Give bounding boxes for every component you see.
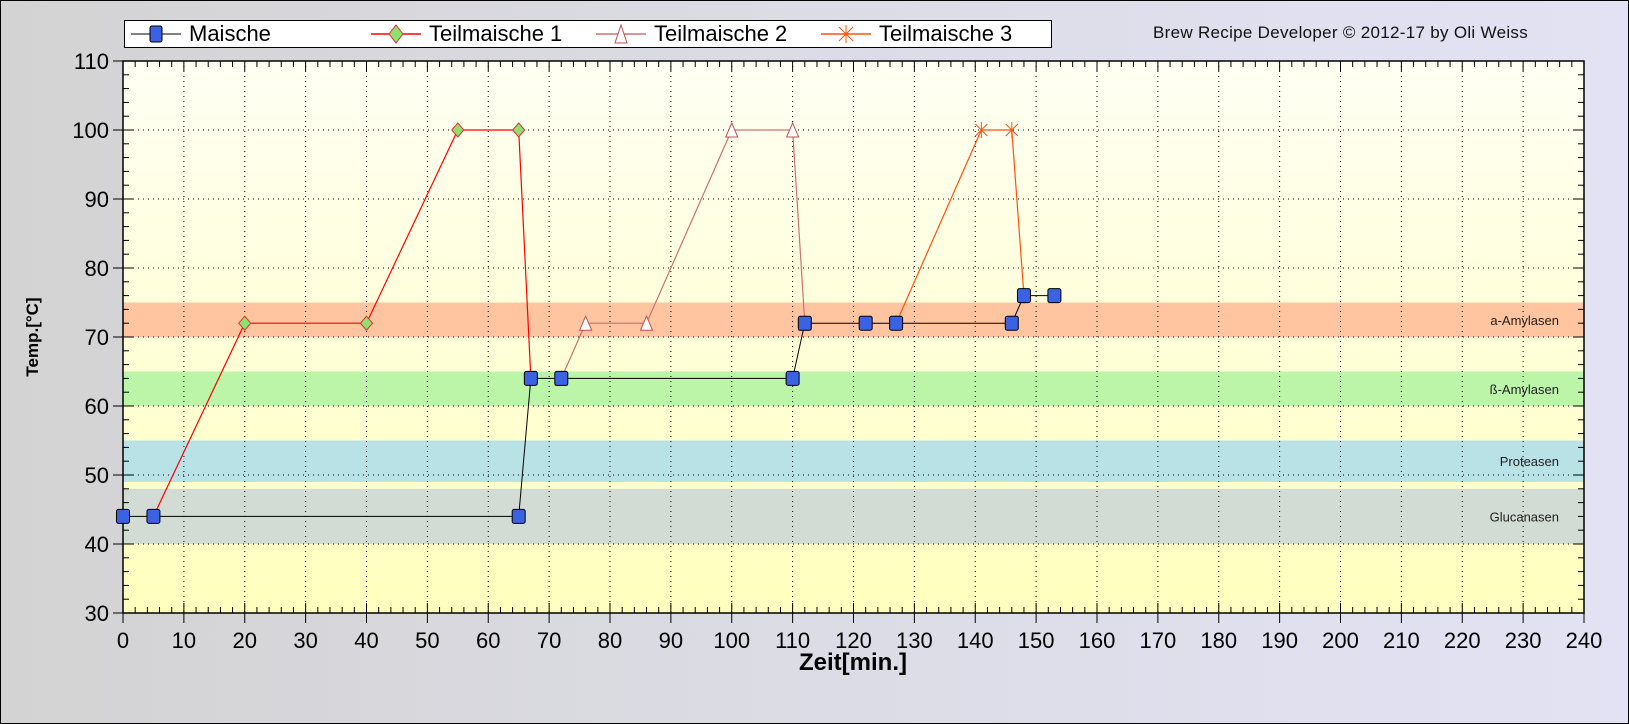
data-point-teilmaische-1 bbox=[512, 122, 526, 138]
square-marker-icon bbox=[131, 25, 181, 43]
band-label: Proteasen bbox=[1500, 454, 1559, 469]
data-point-maische bbox=[1004, 315, 1019, 331]
asterisk-marker-icon bbox=[821, 25, 871, 43]
x-tick-label: 80 bbox=[598, 628, 622, 653]
legend-item-maische: Maische bbox=[125, 21, 365, 47]
x-tick-label: 100 bbox=[713, 628, 750, 653]
legend-label: Teilmaische 1 bbox=[429, 21, 563, 46]
x-tick-label: 50 bbox=[415, 628, 439, 653]
data-point-maische bbox=[1016, 288, 1031, 304]
x-tick-label: 140 bbox=[957, 628, 994, 653]
data-point-maische bbox=[797, 315, 812, 331]
y-tick-label: 100 bbox=[72, 118, 109, 143]
legend-item-teilmaische-2: Teilmaische 2 bbox=[590, 21, 815, 47]
x-tick-label: 0 bbox=[117, 628, 129, 653]
data-point-maische bbox=[116, 508, 130, 524]
x-axis-label: Zeit[min.] bbox=[799, 649, 907, 676]
legend-label: Maische bbox=[189, 21, 271, 46]
legend: Maische Teilmaische 1 Teilmaische 2 Teil… bbox=[124, 20, 1052, 48]
x-tick-label: 10 bbox=[172, 628, 196, 653]
legend-item-teilmaische-1: Teilmaische 1 bbox=[365, 21, 590, 47]
data-point-maische bbox=[785, 370, 800, 386]
x-tick-label: 60 bbox=[476, 628, 500, 653]
x-tick-label: 90 bbox=[659, 628, 683, 653]
x-tick-label: 190 bbox=[1261, 628, 1298, 653]
data-point-maische bbox=[511, 508, 526, 524]
y-tick-label: 80 bbox=[85, 256, 109, 281]
data-point-maische bbox=[146, 508, 161, 524]
x-tick-label: 130 bbox=[896, 628, 933, 653]
x-tick-label: 150 bbox=[1018, 628, 1055, 653]
y-tick-label: 60 bbox=[85, 394, 109, 419]
x-tick-label: 210 bbox=[1383, 628, 1420, 653]
data-point-teilmaische-1 bbox=[359, 315, 374, 331]
asterisk-stroke bbox=[974, 123, 988, 137]
triangle-marker-icon bbox=[596, 24, 646, 44]
y-axis-label: Temp.[°C] bbox=[23, 297, 42, 377]
data-point-teilmaische-1 bbox=[451, 122, 465, 138]
x-tick-label: 200 bbox=[1322, 628, 1359, 653]
data-point-teilmaische-2 bbox=[785, 121, 800, 138]
band-1 bbox=[123, 371, 1584, 406]
data-point-teilmaische-2 bbox=[724, 121, 739, 138]
data-point-maische bbox=[1047, 288, 1062, 304]
x-tick-label: 220 bbox=[1444, 628, 1481, 653]
credit-text: Brew Recipe Developer © 2012-17 by Oli W… bbox=[1152, 23, 1528, 42]
data-point-maische bbox=[554, 370, 569, 386]
data-point-teilmaische-3 bbox=[1005, 122, 1019, 138]
x-tick-label: 40 bbox=[354, 628, 378, 653]
asterisk-stroke bbox=[1005, 123, 1019, 137]
x-tick-label: 170 bbox=[1140, 628, 1177, 653]
legend-item-teilmaische-3: Teilmaische 3 bbox=[815, 21, 1012, 47]
y-tick-label: 40 bbox=[85, 532, 109, 557]
band-label: a-Amylasen bbox=[1490, 313, 1559, 328]
legend-label: Teilmaische 3 bbox=[879, 21, 1013, 46]
series-line-teilmaische-2 bbox=[560, 129, 806, 379]
x-tick-label: 70 bbox=[537, 628, 561, 653]
data-point-maische bbox=[523, 370, 538, 386]
legend-label: Teilmaische 2 bbox=[654, 21, 788, 46]
x-tick-label: 120 bbox=[835, 628, 872, 653]
x-tick-label: 110 bbox=[775, 628, 810, 653]
data-point-maische bbox=[889, 315, 904, 331]
x-tick-label: 230 bbox=[1505, 628, 1542, 653]
y-tick-label: 50 bbox=[85, 463, 109, 488]
band-label: Glucanasen bbox=[1490, 509, 1559, 524]
x-tick-label: 20 bbox=[233, 628, 257, 653]
diamond-marker-icon bbox=[371, 24, 421, 44]
data-point-maische bbox=[858, 315, 873, 331]
x-tick-label: 180 bbox=[1200, 628, 1237, 653]
y-tick-label: 30 bbox=[85, 601, 109, 626]
data-point-teilmaische-1 bbox=[238, 315, 252, 331]
data-point-teilmaische-3 bbox=[974, 122, 988, 138]
y-tick-label: 70 bbox=[85, 325, 109, 350]
x-tick-label: 30 bbox=[293, 628, 317, 653]
data-point-teilmaische-2 bbox=[639, 314, 654, 331]
band-label: ß-Amylasen bbox=[1490, 382, 1559, 397]
x-tick-label: 160 bbox=[1079, 628, 1116, 653]
y-tick-label: 90 bbox=[85, 187, 109, 212]
y-tick-label: 110 bbox=[74, 49, 109, 74]
series-line-teilmaische-3 bbox=[895, 129, 1025, 324]
series-line-teilmaische-1 bbox=[152, 129, 532, 517]
x-tick-label: 240 bbox=[1566, 628, 1603, 653]
data-point-teilmaische-2 bbox=[578, 314, 593, 331]
